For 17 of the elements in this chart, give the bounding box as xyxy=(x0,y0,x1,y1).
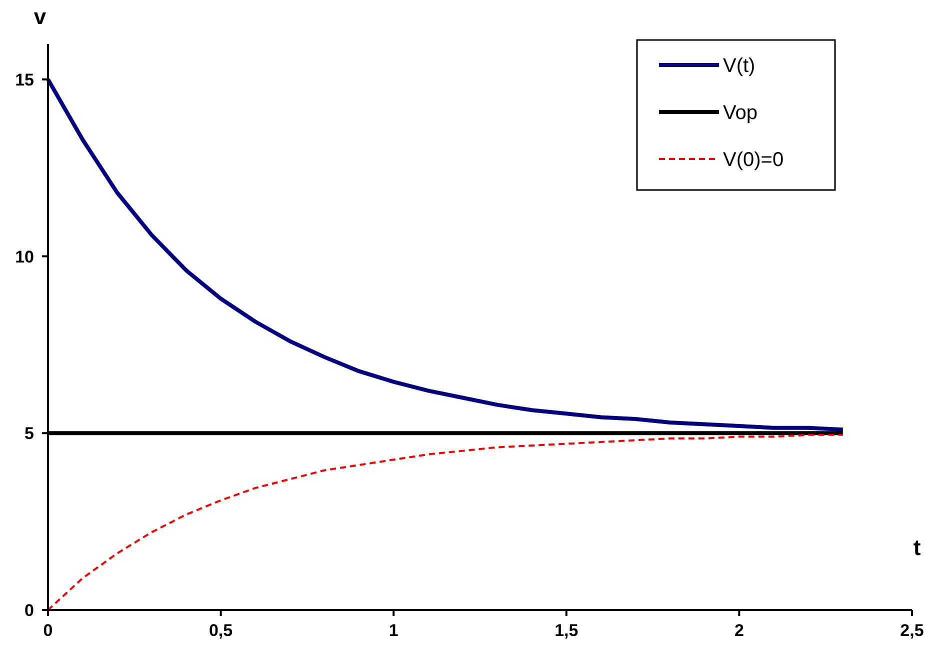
line-series xyxy=(47,434,844,611)
legend-label: Vop xyxy=(723,102,758,124)
x-tick-label: 1,5 xyxy=(554,621,578,640)
line-series xyxy=(46,77,845,432)
y-tick-label: 10 xyxy=(15,247,34,266)
x-tick-label: 2 xyxy=(734,621,744,640)
y-axis-title: v xyxy=(34,4,47,29)
y-tick-label: 5 xyxy=(24,424,34,444)
x-tick-label: 0 xyxy=(43,621,53,640)
legend-label: V(0)=0 xyxy=(723,149,784,171)
x-tick-label: 2,5 xyxy=(900,621,924,640)
legend-label: V(t) xyxy=(723,55,756,77)
x-tick-label: 1 xyxy=(388,621,398,640)
y-tick-label: 15 xyxy=(15,70,34,90)
x-axis-title: t xyxy=(913,535,922,560)
x-tick-label: 0,5 xyxy=(208,621,233,640)
y-tick-label: 0 xyxy=(24,601,34,620)
